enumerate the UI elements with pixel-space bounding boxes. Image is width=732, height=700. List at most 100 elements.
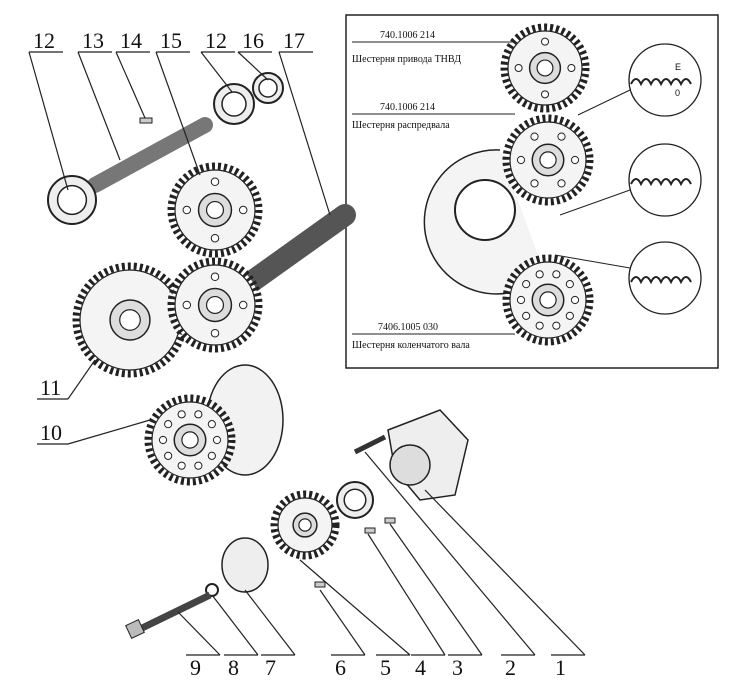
detail-teeth — [630, 178, 692, 187]
gear-hole — [530, 179, 539, 188]
gear-bore — [536, 59, 554, 77]
gear-bore — [181, 431, 199, 449]
leader-line — [278, 51, 331, 216]
leader-line — [211, 594, 259, 656]
part-number: 7406.1005 030 — [378, 322, 438, 333]
bearing-inner — [221, 91, 247, 117]
part-number: 740.1006 214 — [380, 30, 435, 41]
leader-line — [67, 419, 151, 445]
gear-hole — [212, 435, 222, 445]
gear-hole — [535, 321, 544, 330]
gear-hole — [164, 451, 173, 460]
leader-line — [424, 489, 586, 656]
gear-small — [270, 490, 340, 560]
pin — [314, 581, 326, 588]
detail-teeth — [630, 276, 692, 285]
gear-hole — [535, 270, 544, 279]
detail-mark: 0 — [675, 88, 680, 98]
bolt — [136, 591, 212, 634]
gear-hole — [207, 420, 216, 429]
callout-label: 13 — [82, 28, 104, 53]
gear-hole — [552, 321, 561, 330]
gear-name: Шестерня коленчатого вала — [352, 340, 470, 351]
leader-line — [319, 589, 366, 656]
leader-line — [77, 51, 121, 161]
gear-hole — [238, 300, 248, 310]
callout-label: 4 — [415, 655, 426, 680]
pin — [384, 517, 396, 524]
leader-line — [237, 51, 269, 81]
gear-hole — [570, 155, 580, 165]
gear-hole — [164, 420, 173, 429]
leader-line — [115, 51, 146, 119]
bolt-head — [125, 619, 145, 639]
gear-hole — [570, 295, 580, 305]
key — [139, 117, 153, 124]
callout-label: 6 — [335, 655, 346, 680]
shaft — [87, 117, 213, 193]
washer — [221, 537, 269, 593]
gear-hole — [182, 300, 192, 310]
detail-leader — [559, 189, 631, 216]
callout-label: 10 — [40, 420, 62, 445]
gear-hole — [514, 63, 523, 73]
gear-hole — [540, 90, 550, 99]
part-number: 740.1006 214 — [380, 102, 435, 113]
gear-hole — [567, 63, 576, 73]
gear-bore — [539, 151, 557, 169]
gear-hole — [177, 461, 186, 470]
callout-label: 12 — [33, 28, 55, 53]
leader-line — [177, 611, 221, 656]
bushing-inner — [343, 488, 367, 512]
leader-line — [67, 359, 96, 400]
gear-name: Шестерня привода ТНВД — [352, 54, 461, 65]
callout-label: 17 — [283, 28, 305, 53]
gear-bore — [298, 518, 312, 532]
gear-hole — [516, 295, 526, 305]
bearing-inner — [56, 184, 88, 216]
inset-hub — [454, 179, 516, 241]
gear-bore — [119, 309, 141, 331]
leader-line — [200, 51, 233, 93]
gear-hole — [194, 410, 203, 419]
detail-mark: E — [675, 62, 681, 72]
callout-label: 8 — [228, 655, 239, 680]
leader-line — [367, 533, 446, 656]
gear-bore — [539, 291, 557, 309]
leader-line — [364, 451, 536, 656]
gear-hole — [210, 177, 220, 187]
gear-hole — [177, 410, 186, 419]
gear-hole — [552, 270, 561, 279]
callout-label: 14 — [120, 28, 142, 53]
gear-hole — [158, 435, 168, 445]
callout-label: 5 — [380, 655, 391, 680]
gear-hole — [238, 205, 248, 215]
gear-bore — [205, 200, 225, 220]
gear-hole — [522, 311, 531, 320]
parts — [47, 23, 702, 639]
gear-hole — [530, 132, 539, 141]
detail-leader — [577, 89, 631, 116]
callout-label: 16 — [242, 28, 264, 53]
screw — [353, 434, 387, 455]
gear-hole — [565, 311, 574, 320]
callout-label: 2 — [505, 655, 516, 680]
flange-boss — [389, 444, 431, 486]
gear-hole — [210, 233, 220, 243]
inset-gear — [502, 114, 594, 206]
pin — [364, 527, 376, 534]
seal-inner — [258, 78, 278, 98]
gear-hole — [210, 272, 220, 282]
lock-washer — [205, 583, 219, 597]
leader-line — [155, 51, 201, 176]
callout-label: 9 — [190, 655, 201, 680]
gear-crank — [144, 394, 236, 486]
leader-line — [299, 559, 411, 656]
gear-upper — [167, 162, 263, 258]
callout-label: 15 — [160, 28, 182, 53]
labels: E 0 740.1006 214 Шестерня привода ТНВД 740.1… — [28, 28, 681, 680]
leader-line — [244, 589, 296, 656]
callout-label: 1 — [555, 655, 566, 680]
